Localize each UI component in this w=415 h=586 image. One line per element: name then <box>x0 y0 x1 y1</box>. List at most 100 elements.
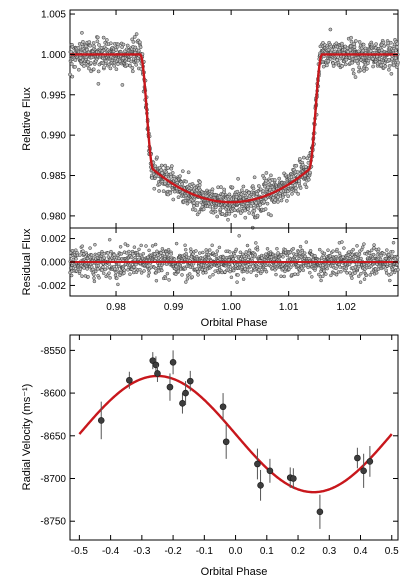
rv-point <box>257 482 264 489</box>
residual-point <box>289 265 293 270</box>
residual-point <box>390 267 395 272</box>
rv-point <box>154 370 161 377</box>
flux-point <box>345 46 350 51</box>
flux-point <box>264 178 269 183</box>
flux-point <box>218 207 223 212</box>
flux-point <box>343 62 348 67</box>
flux-point <box>353 75 358 79</box>
flux-point <box>197 183 202 188</box>
residual-point <box>236 273 240 277</box>
rv-model-curve <box>78 374 393 494</box>
residual-point <box>139 243 143 248</box>
residual-point <box>183 243 187 248</box>
residual-point <box>231 268 236 273</box>
y-tick-label: 0.980 <box>41 211 66 222</box>
residual-point <box>264 269 269 274</box>
residual-point <box>335 247 339 252</box>
flux-point <box>379 63 384 68</box>
flux-point <box>382 44 387 48</box>
flux-point <box>97 43 101 47</box>
flux-point <box>388 40 393 45</box>
residual-point <box>107 237 112 242</box>
flux-point <box>294 186 298 191</box>
flux-point <box>153 164 158 169</box>
rv-point <box>354 454 361 462</box>
flux-point <box>132 35 137 39</box>
residual-point <box>146 274 151 278</box>
residual-point <box>172 257 177 261</box>
residual-point <box>88 246 92 250</box>
residual-point <box>122 271 126 275</box>
flux-point <box>91 67 96 72</box>
flux-point <box>252 208 257 213</box>
flux-point <box>352 45 357 49</box>
rv-point <box>166 383 174 391</box>
flux-point <box>155 155 159 160</box>
residual-point <box>229 275 234 280</box>
flux-point <box>284 198 289 203</box>
flux-point <box>379 48 384 53</box>
flux-point <box>210 207 215 212</box>
flux-point <box>362 69 367 73</box>
residual-point <box>69 273 74 278</box>
flux-point <box>374 42 378 46</box>
flux-point <box>387 64 392 68</box>
flux-point <box>393 48 398 53</box>
residual-point <box>334 272 339 277</box>
residual-point <box>234 247 239 252</box>
flux-point <box>138 40 142 45</box>
residual-point <box>385 248 389 252</box>
flux-point <box>340 64 345 68</box>
flux-point <box>358 68 363 72</box>
residual-point <box>275 246 279 251</box>
flux-point <box>171 197 176 202</box>
y-tick-label: 0.002 <box>41 234 66 245</box>
residual-point <box>207 248 212 252</box>
y-tick-label: 0.995 <box>41 90 66 101</box>
flux-point <box>121 42 126 47</box>
residual-point <box>228 265 233 269</box>
transit-data-points <box>68 27 400 230</box>
flux-point <box>192 201 197 205</box>
residual-point <box>101 265 105 269</box>
x-tick-label: 0.98 <box>106 302 126 313</box>
flux-point <box>241 184 246 189</box>
y-tick-label: -0.002 <box>38 281 67 292</box>
flux-point <box>239 192 244 197</box>
flux-point <box>247 211 252 215</box>
flux-point <box>251 186 256 191</box>
x-tick-label: -0.4 <box>102 546 120 557</box>
x-tick-label: 0.99 <box>164 302 184 313</box>
flux-point <box>251 212 256 217</box>
residual-point <box>354 262 359 266</box>
flux-point <box>116 42 121 47</box>
flux-point <box>349 35 353 40</box>
residual-point <box>331 249 335 253</box>
flux-point <box>96 69 101 74</box>
residual-point <box>384 271 389 275</box>
rv-point <box>179 400 186 407</box>
residual-point <box>298 244 303 249</box>
residual-point <box>165 271 170 276</box>
flux-point <box>176 195 181 200</box>
residual-point <box>382 252 387 256</box>
flux-point <box>243 215 248 220</box>
flux-point <box>85 63 90 68</box>
y-tick-label: 0.985 <box>41 171 66 182</box>
flux-point <box>256 205 261 210</box>
flux-point <box>104 38 109 42</box>
flux-point <box>166 166 170 170</box>
residual-point <box>359 256 363 261</box>
residual-point <box>308 270 312 275</box>
residual-point <box>372 243 376 247</box>
flux-point <box>293 189 298 194</box>
residual-point <box>260 269 265 274</box>
residual-point <box>388 278 392 283</box>
residual-point <box>91 267 95 272</box>
flux-point <box>73 64 77 69</box>
residual-point <box>283 269 287 274</box>
residual-point <box>395 255 400 260</box>
residual-point <box>129 255 134 260</box>
flux-point <box>390 56 394 61</box>
